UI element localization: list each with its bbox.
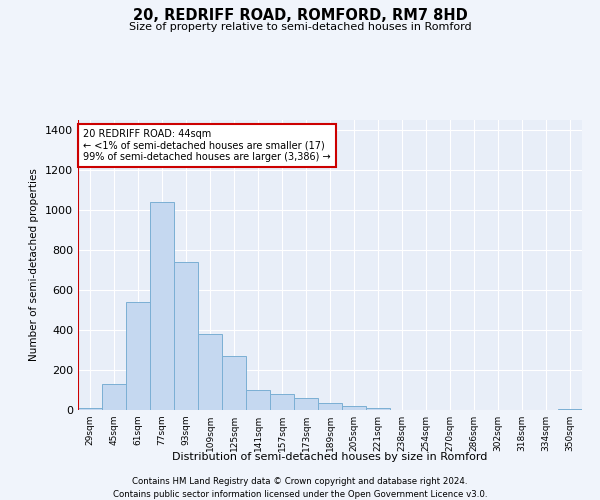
Text: Size of property relative to semi-detached houses in Romford: Size of property relative to semi-detach… — [128, 22, 472, 32]
Bar — [222, 356, 246, 410]
Text: Contains HM Land Registry data © Crown copyright and database right 2024.: Contains HM Land Registry data © Crown c… — [132, 478, 468, 486]
Bar — [366, 408, 390, 410]
Bar — [126, 302, 150, 410]
Text: Distribution of semi-detached houses by size in Romford: Distribution of semi-detached houses by … — [172, 452, 488, 462]
Text: 20 REDRIFF ROAD: 44sqm
← <1% of semi-detached houses are smaller (17)
99% of sem: 20 REDRIFF ROAD: 44sqm ← <1% of semi-det… — [83, 128, 331, 162]
Bar — [198, 334, 222, 410]
Bar — [270, 394, 294, 410]
Bar — [102, 384, 126, 410]
Y-axis label: Number of semi-detached properties: Number of semi-detached properties — [29, 168, 40, 362]
Bar — [150, 202, 174, 410]
Bar — [174, 262, 198, 410]
Text: Contains public sector information licensed under the Open Government Licence v3: Contains public sector information licen… — [113, 490, 487, 499]
Bar — [78, 408, 102, 410]
Text: 20, REDRIFF ROAD, ROMFORD, RM7 8HD: 20, REDRIFF ROAD, ROMFORD, RM7 8HD — [133, 8, 467, 22]
Bar — [318, 403, 342, 410]
Bar — [558, 409, 582, 410]
Bar — [294, 398, 318, 410]
Bar — [342, 406, 366, 410]
Bar — [246, 390, 270, 410]
